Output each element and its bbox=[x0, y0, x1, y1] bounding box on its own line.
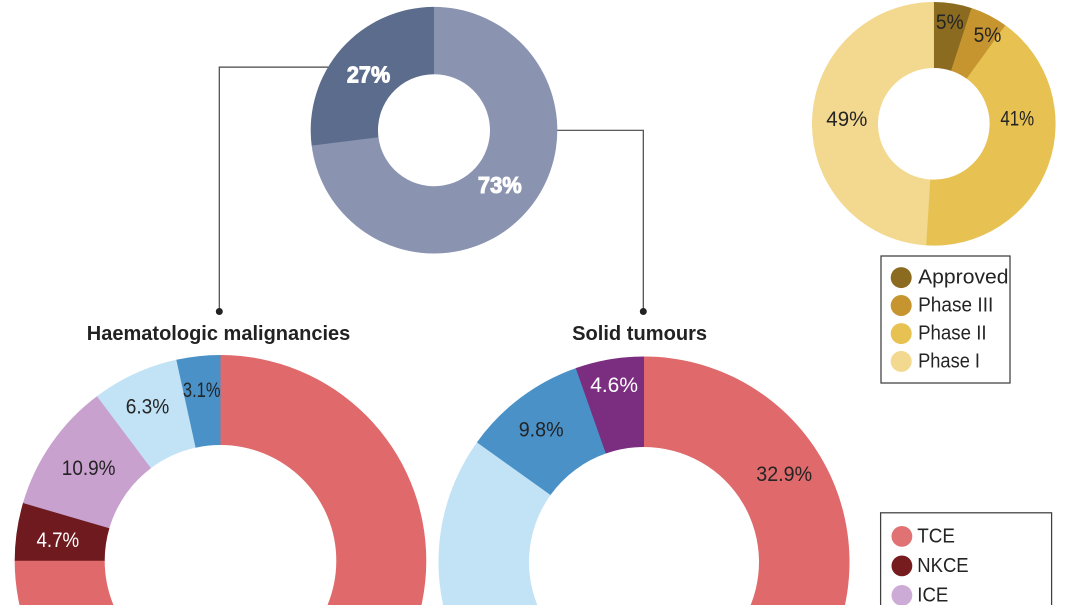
svg-text:9.8%: 9.8% bbox=[519, 418, 564, 442]
svg-text:27%: 27% bbox=[347, 61, 390, 87]
svg-text:49%: 49% bbox=[826, 108, 867, 131]
svg-text:6.3%: 6.3% bbox=[126, 394, 170, 418]
svg-text:ICE: ICE bbox=[917, 583, 948, 605]
svg-text:73%: 73% bbox=[478, 172, 522, 198]
svg-text:3.1%: 3.1% bbox=[183, 378, 221, 402]
svg-text:Approved: Approved bbox=[918, 266, 1008, 289]
svg-text:41%: 41% bbox=[1000, 108, 1034, 131]
svg-text:4.6%: 4.6% bbox=[590, 373, 638, 397]
svg-text:10.9%: 10.9% bbox=[62, 456, 116, 480]
svg-text:5%: 5% bbox=[936, 11, 964, 34]
svg-text:TCE: TCE bbox=[917, 524, 955, 547]
svg-text:Phase II: Phase II bbox=[918, 322, 987, 345]
svg-text:32.9%: 32.9% bbox=[756, 462, 812, 486]
svg-text:Phase I: Phase I bbox=[918, 350, 980, 373]
svg-text:Phase III: Phase III bbox=[918, 294, 993, 317]
svg-text:5%: 5% bbox=[974, 24, 1002, 47]
svg-text:4.7%: 4.7% bbox=[37, 528, 80, 552]
svg-text:Solid tumours: Solid tumours bbox=[572, 322, 707, 345]
svg-text:NKCE: NKCE bbox=[917, 554, 968, 577]
svg-text:Haematologic malignancies: Haematologic malignancies bbox=[87, 322, 351, 345]
